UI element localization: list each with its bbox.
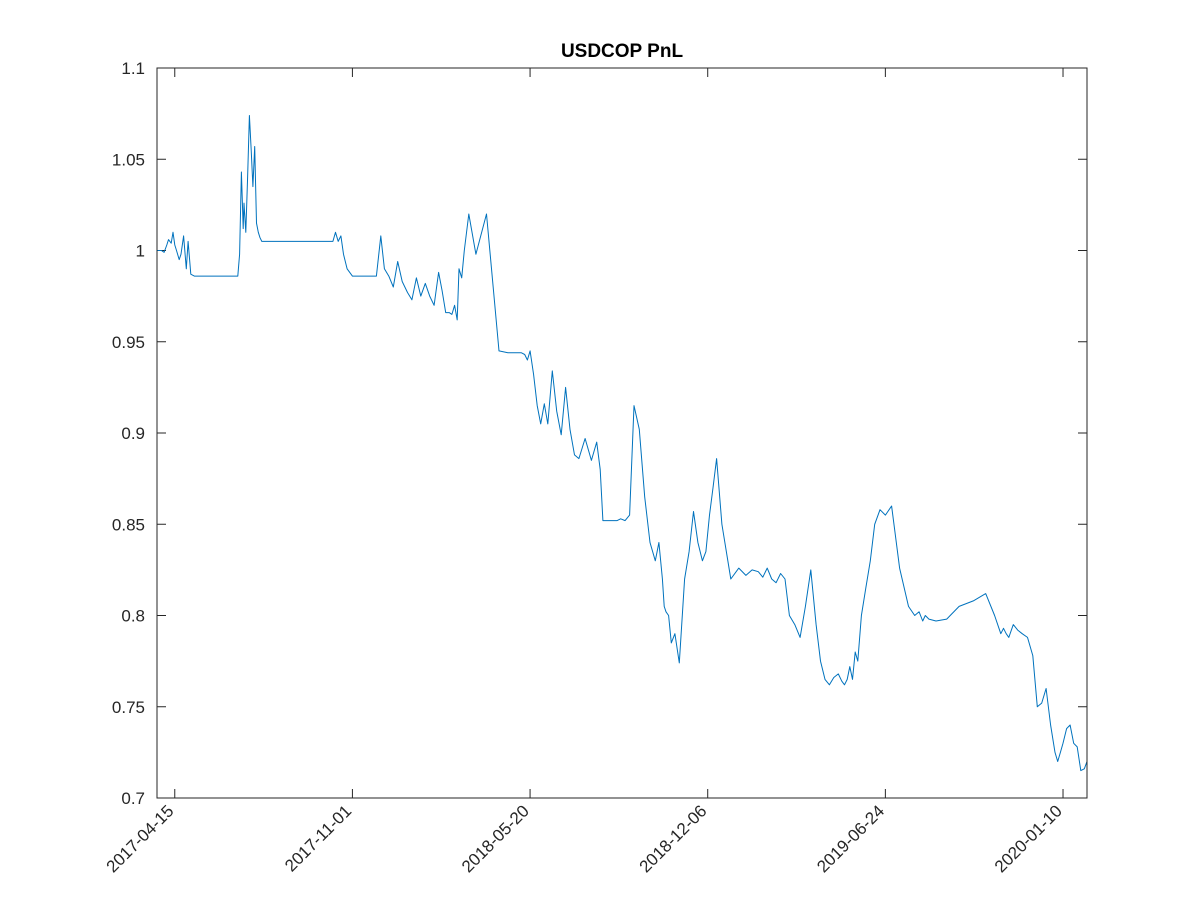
y-tick-label: 1.05 — [112, 150, 145, 169]
y-tick-label: 0.95 — [112, 333, 145, 352]
axes-box — [156, 67, 1088, 799]
plot-area-background — [157, 68, 1087, 798]
x-tick-label: 2017-11-01 — [281, 801, 355, 875]
series-line — [157, 115, 1088, 772]
x-tick-label: 2020-01-10 — [991, 801, 1066, 876]
y-tick-label: 0.8 — [121, 607, 145, 626]
x-tick-label: 2017-04-15 — [103, 801, 178, 876]
x-tick-label: 2018-12-06 — [636, 801, 711, 876]
y-tick-label: 0.85 — [112, 515, 145, 534]
x-tick-label: 2019-06-24 — [813, 801, 888, 876]
series-layer — [157, 115, 1088, 772]
y-tick-label: 0.9 — [121, 424, 145, 443]
y-tick-label: 1.1 — [121, 59, 145, 78]
y-tick-label: 0.7 — [121, 789, 145, 808]
chart-title: USDCOP PnL — [561, 41, 684, 62]
y-tick-label: 1 — [136, 242, 145, 261]
x-tick-label: 2018-05-20 — [458, 801, 533, 876]
y-tick-label: 0.75 — [112, 698, 145, 717]
